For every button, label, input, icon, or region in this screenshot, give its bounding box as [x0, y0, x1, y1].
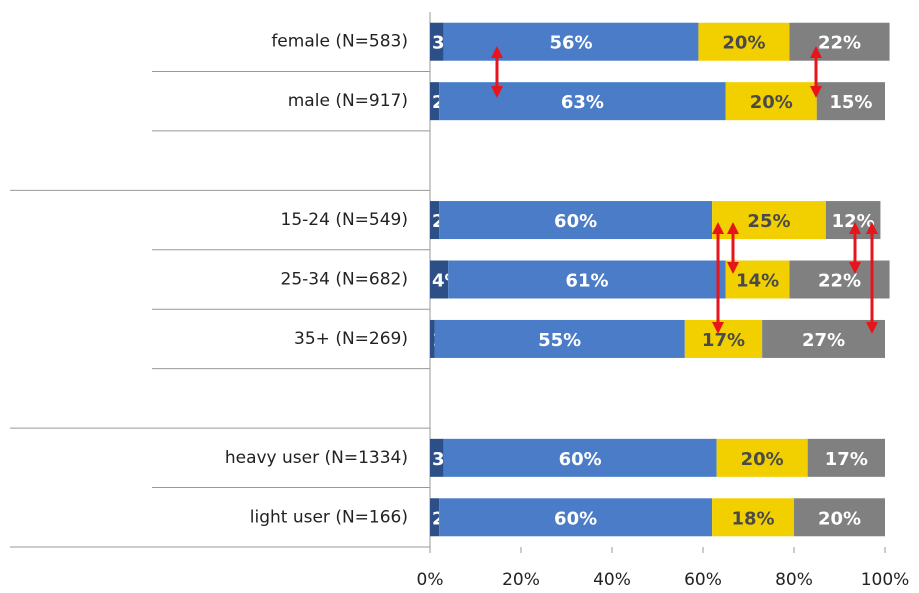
bar-segment — [439, 498, 713, 537]
value-label: 20% — [741, 449, 784, 470]
value-label: 60% — [554, 211, 597, 232]
value-label: 15% — [829, 92, 872, 113]
value-label: 18% — [732, 508, 775, 529]
category-label: 25-34 (N=682) — [281, 270, 408, 290]
value-label: 60% — [559, 449, 602, 470]
bar-segment — [430, 82, 440, 121]
category-label: 35+ (N=269) — [294, 329, 408, 349]
value-label: 22% — [818, 271, 861, 292]
bar-segment — [807, 438, 885, 477]
category-label: 15-24 (N=549) — [281, 210, 408, 230]
bar-segment — [725, 82, 817, 121]
value-label: 25% — [747, 211, 790, 232]
value-label: 20% — [722, 33, 765, 54]
bar-segment — [762, 319, 885, 358]
bar-segment — [789, 22, 890, 61]
x-tick-label: 80% — [775, 570, 813, 590]
bar-segment — [430, 260, 449, 299]
value-label: 20% — [818, 508, 861, 529]
category-label: male (N=917) — [288, 91, 408, 111]
bar-segment — [430, 498, 440, 537]
x-tick-label: 40% — [593, 570, 631, 590]
bar-segment — [698, 22, 790, 61]
bar-segment — [430, 22, 444, 61]
bar-segment — [443, 438, 717, 477]
x-tick-label: 60% — [684, 570, 722, 590]
value-label: 60% — [554, 508, 597, 529]
value-label: 56% — [550, 33, 593, 54]
value-label: 27% — [802, 330, 845, 351]
bar-segment — [712, 498, 794, 537]
value-label: 17% — [702, 330, 745, 351]
value-label: 61% — [565, 271, 608, 292]
comparison-arrows — [491, 46, 878, 334]
bar-segment — [439, 82, 726, 121]
bar-segment — [443, 22, 699, 61]
category-label: female (N=583) — [271, 32, 408, 52]
value-label: 14% — [736, 271, 779, 292]
bar-segment — [430, 438, 444, 477]
bar-segment — [430, 319, 435, 358]
value-label: 20% — [750, 92, 793, 113]
bar-segment — [816, 82, 885, 121]
value-label: 22% — [818, 33, 861, 54]
value-label: 55% — [538, 330, 581, 351]
x-tick-label: 0% — [417, 570, 444, 590]
value-label: 12% — [832, 211, 875, 232]
category-label: heavy user (N=1334) — [225, 448, 408, 468]
bar-segment — [716, 438, 808, 477]
x-tick-label: 100% — [861, 570, 910, 590]
value-label: 17% — [825, 449, 868, 470]
value-label: 63% — [561, 92, 604, 113]
x-tick-label: 20% — [502, 570, 540, 590]
bar-segment — [794, 498, 885, 537]
bar-segment — [448, 260, 726, 299]
bar-segment — [434, 319, 685, 358]
bar-segment — [439, 201, 713, 240]
bar-segment — [430, 201, 440, 240]
category-label: light user (N=166) — [250, 507, 408, 527]
